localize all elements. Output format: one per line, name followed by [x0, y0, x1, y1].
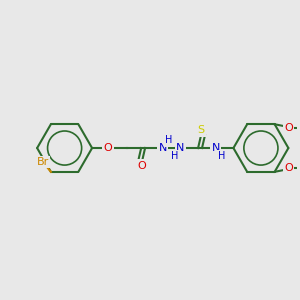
Text: N: N — [176, 143, 184, 153]
Text: O: O — [138, 161, 146, 171]
Text: O: O — [103, 143, 112, 153]
Text: Br: Br — [37, 157, 49, 167]
Text: N: N — [212, 143, 220, 153]
Text: H: H — [218, 151, 225, 161]
Text: S: S — [197, 125, 205, 135]
Text: O: O — [284, 163, 293, 173]
Text: N: N — [159, 143, 167, 153]
Text: O: O — [284, 123, 293, 133]
Text: H: H — [171, 151, 178, 161]
Text: H: H — [165, 135, 172, 145]
